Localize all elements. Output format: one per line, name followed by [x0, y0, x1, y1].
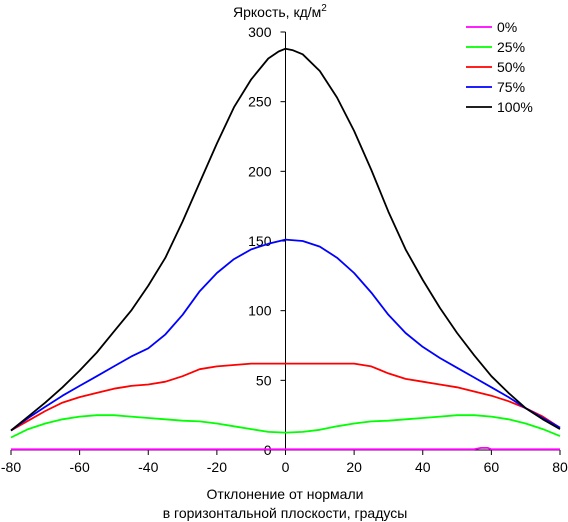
x-axis-title-line1: Отклонение от нормали [207, 486, 364, 502]
x-tick-label: 0 [282, 459, 290, 475]
x-tick-label: 80 [552, 459, 568, 475]
x-tick-label: 60 [484, 459, 500, 475]
x-tick-label: 40 [415, 459, 431, 475]
legend-label: 100% [497, 99, 533, 115]
y-tick-label: 200 [248, 163, 272, 179]
y-axis-title: Яркость, кд/м2 [233, 3, 327, 20]
x-tick-label: 20 [346, 459, 362, 475]
legend: 0% 25% 50% 75% 100% [466, 19, 533, 115]
x-axis-title-line2: в горизонтальной плоскости, градусы [163, 505, 408, 521]
series-line-0pct [11, 446, 560, 451]
legend-label: 0% [497, 19, 517, 35]
series-line-100pct [10, 47, 561, 432]
series-line-50pct [10, 362, 561, 432]
x-tick-label: -60 [70, 459, 90, 475]
y-tick-label: 300 [248, 24, 272, 40]
y-axis-title-superscript: 2 [321, 3, 327, 14]
series-lines [10, 47, 561, 451]
y-tick-label: 250 [248, 94, 272, 110]
series-line-25pct [10, 414, 561, 439]
legend-label: 25% [497, 39, 525, 55]
x-tick-label: -20 [207, 459, 227, 475]
y-tick-label: 100 [248, 303, 272, 319]
y-tick-label: 50 [256, 372, 272, 388]
x-tick-label: -80 [1, 459, 21, 475]
y-axis-title-text: Яркость, кд/м [233, 4, 321, 20]
x-tick-label: -40 [138, 459, 158, 475]
legend-label: 75% [497, 79, 525, 95]
legend-label: 50% [497, 59, 525, 75]
series-line-75pct [10, 238, 561, 432]
